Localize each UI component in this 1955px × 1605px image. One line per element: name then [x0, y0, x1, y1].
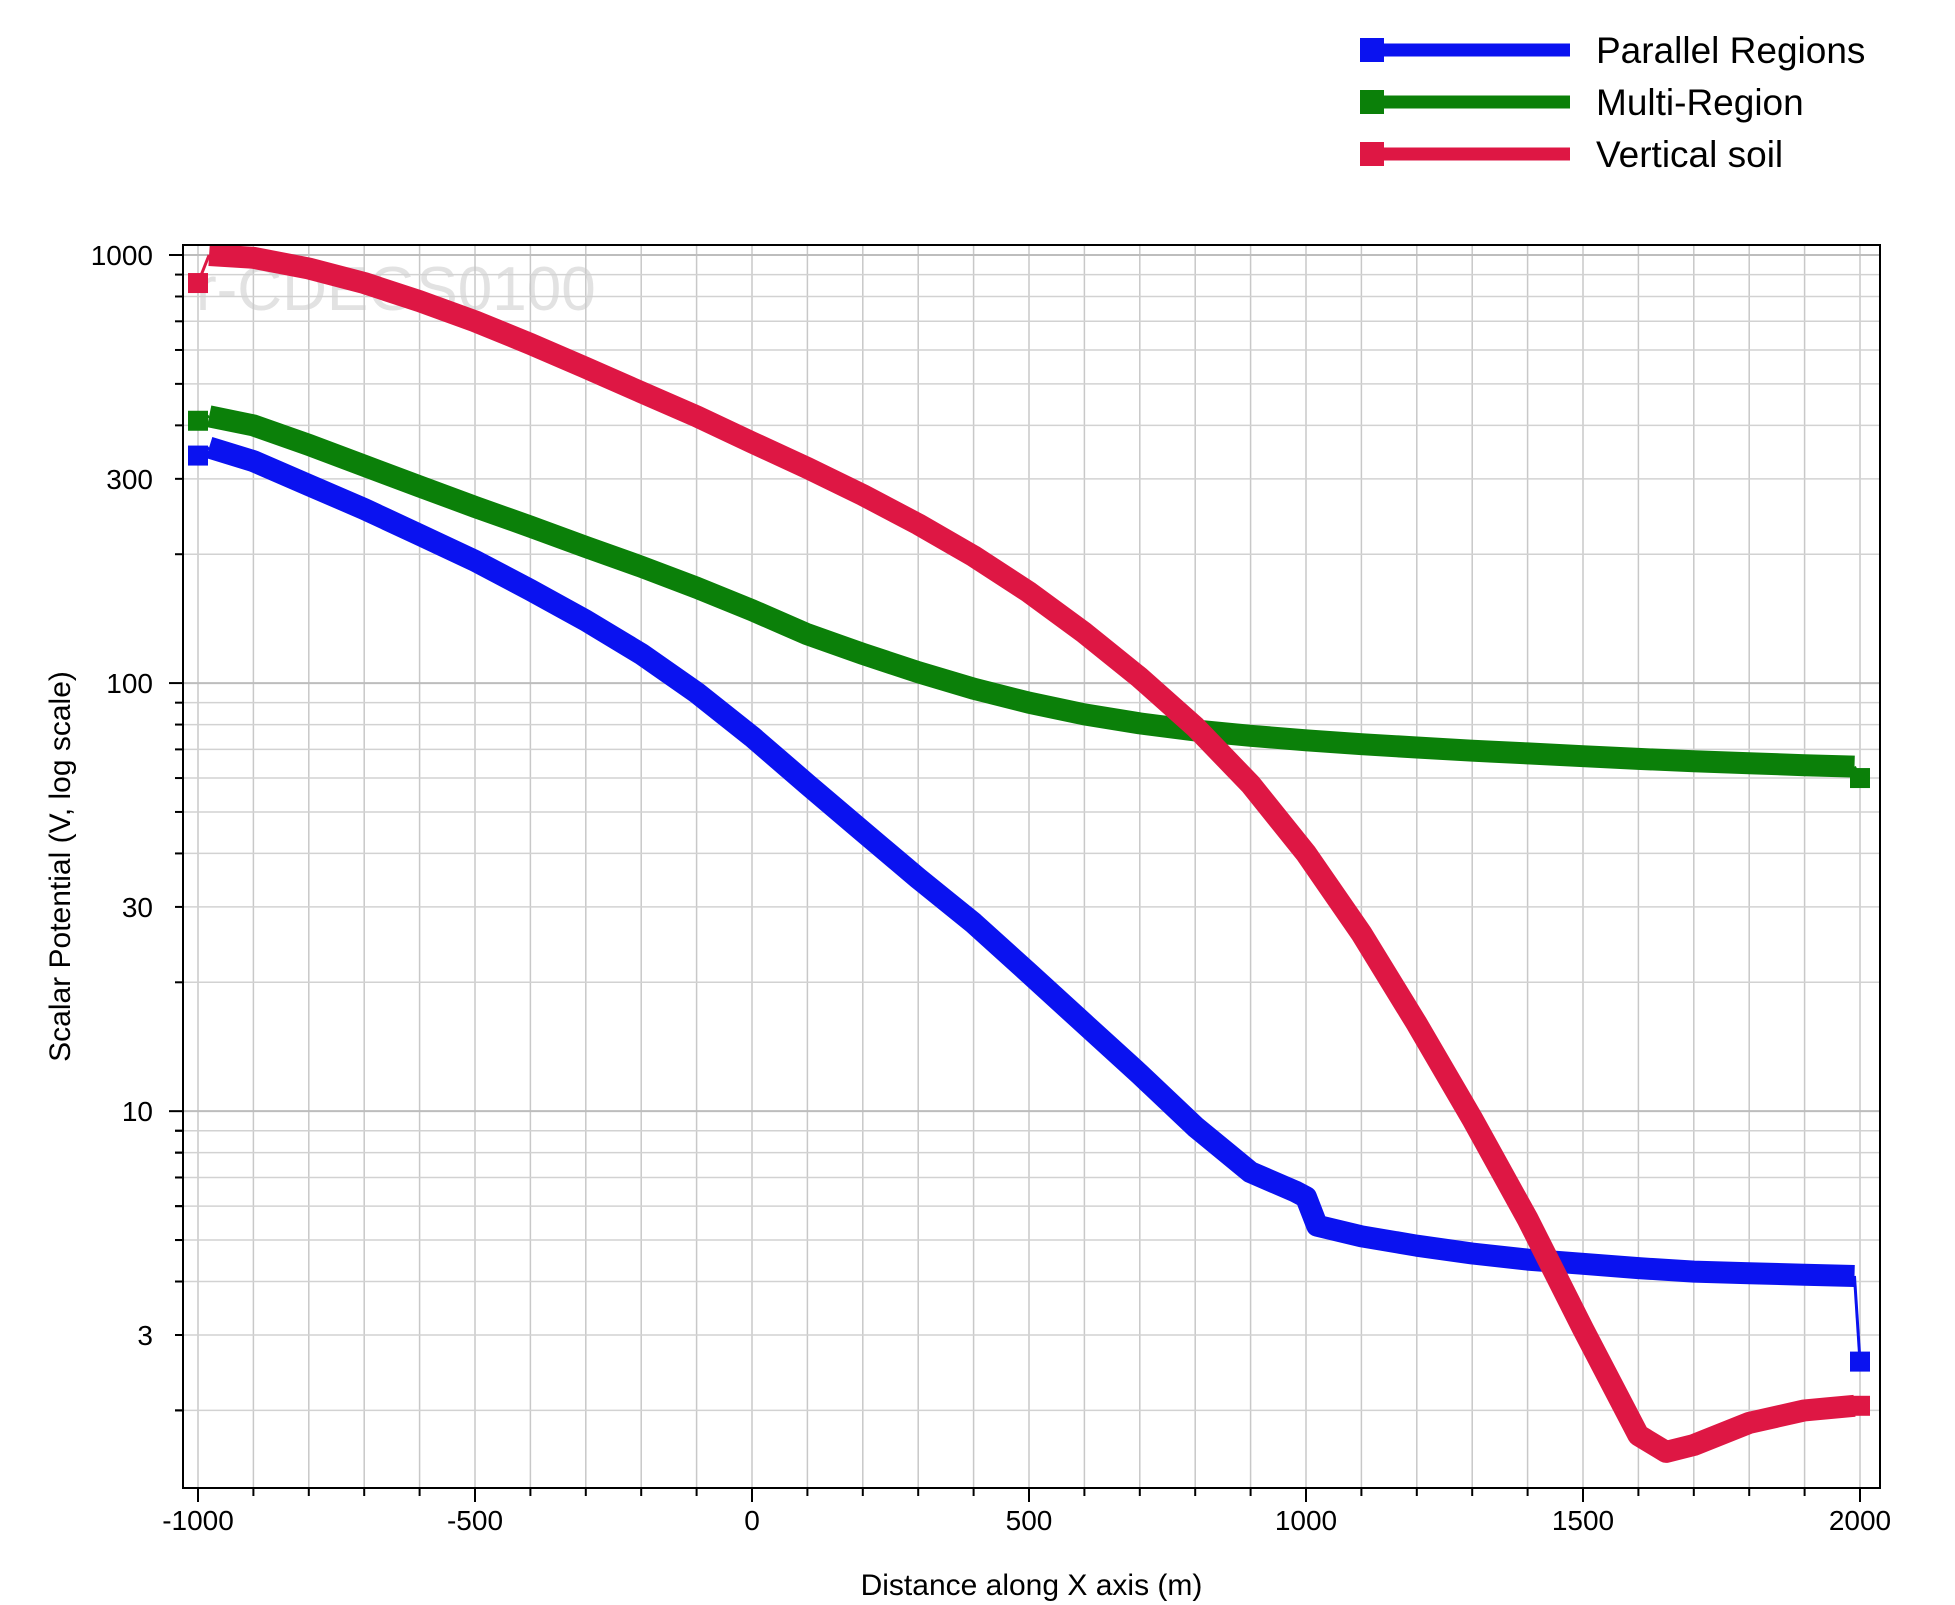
series-line-parallel-regions [205, 436, 1855, 1287]
series-line-multi-region [206, 405, 1855, 778]
y-axis: 3 10 30 100 300 1000 [91, 240, 183, 1412]
series-start-marker [188, 445, 208, 466]
x-axis: -1000 -500 0 500 1000 1500 2000 [162, 1488, 1891, 1536]
x-tick-label: 500 [1006, 1505, 1053, 1536]
y-tick-label: 10 [122, 1096, 153, 1127]
legend-item-multi-region: Multi-Region [1360, 82, 1804, 123]
series-vertical-soil [188, 244, 1870, 1463]
legend-marker [1360, 38, 1384, 62]
x-tick-label: -500 [447, 1505, 503, 1536]
legend-item-vertical-soil: Vertical soil [1360, 134, 1783, 175]
legend: Parallel Regions Multi-Region Vertical soi… [1360, 30, 1865, 175]
plot-frame [182, 244, 1881, 1489]
x-tick-label: 2000 [1829, 1505, 1891, 1536]
x-tick-label: 1500 [1552, 1505, 1614, 1536]
x-tick-label: 1000 [1275, 1505, 1337, 1536]
y-tick-label: 100 [106, 668, 153, 699]
series-start-marker [188, 410, 208, 431]
legend-item-parallel-regions: Parallel Regions [1360, 30, 1865, 71]
y-tick-label: 30 [122, 892, 153, 923]
series-parallel-regions [188, 436, 1870, 1372]
x-tick-label: -1000 [162, 1505, 234, 1536]
y-axis-title: Scalar Potential (V, log scale) [44, 671, 77, 1062]
x-axis-title: Distance along X axis (m) [861, 1569, 1203, 1602]
legend-label: Vertical soil [1596, 134, 1783, 175]
series-layer [188, 244, 1870, 1463]
legend-label: Multi-Region [1596, 82, 1804, 123]
legend-label: Parallel Regions [1596, 30, 1865, 71]
legend-marker [1360, 142, 1384, 166]
y-tick-label: 3 [137, 1320, 153, 1351]
series-start-marker [188, 273, 208, 294]
series-end-marker [1850, 1351, 1870, 1372]
series-connector-end [1852, 1275, 1862, 1362]
series-end-marker [1850, 1395, 1870, 1416]
series-multi-region [188, 405, 1870, 789]
legend-marker [1360, 90, 1384, 114]
x-tick-label: 0 [744, 1505, 760, 1536]
series-end-marker [1850, 768, 1870, 789]
y-tick-label: 1000 [91, 240, 153, 271]
y-tick-label: 300 [106, 464, 153, 495]
series-line-vertical-soil [208, 244, 1856, 1463]
